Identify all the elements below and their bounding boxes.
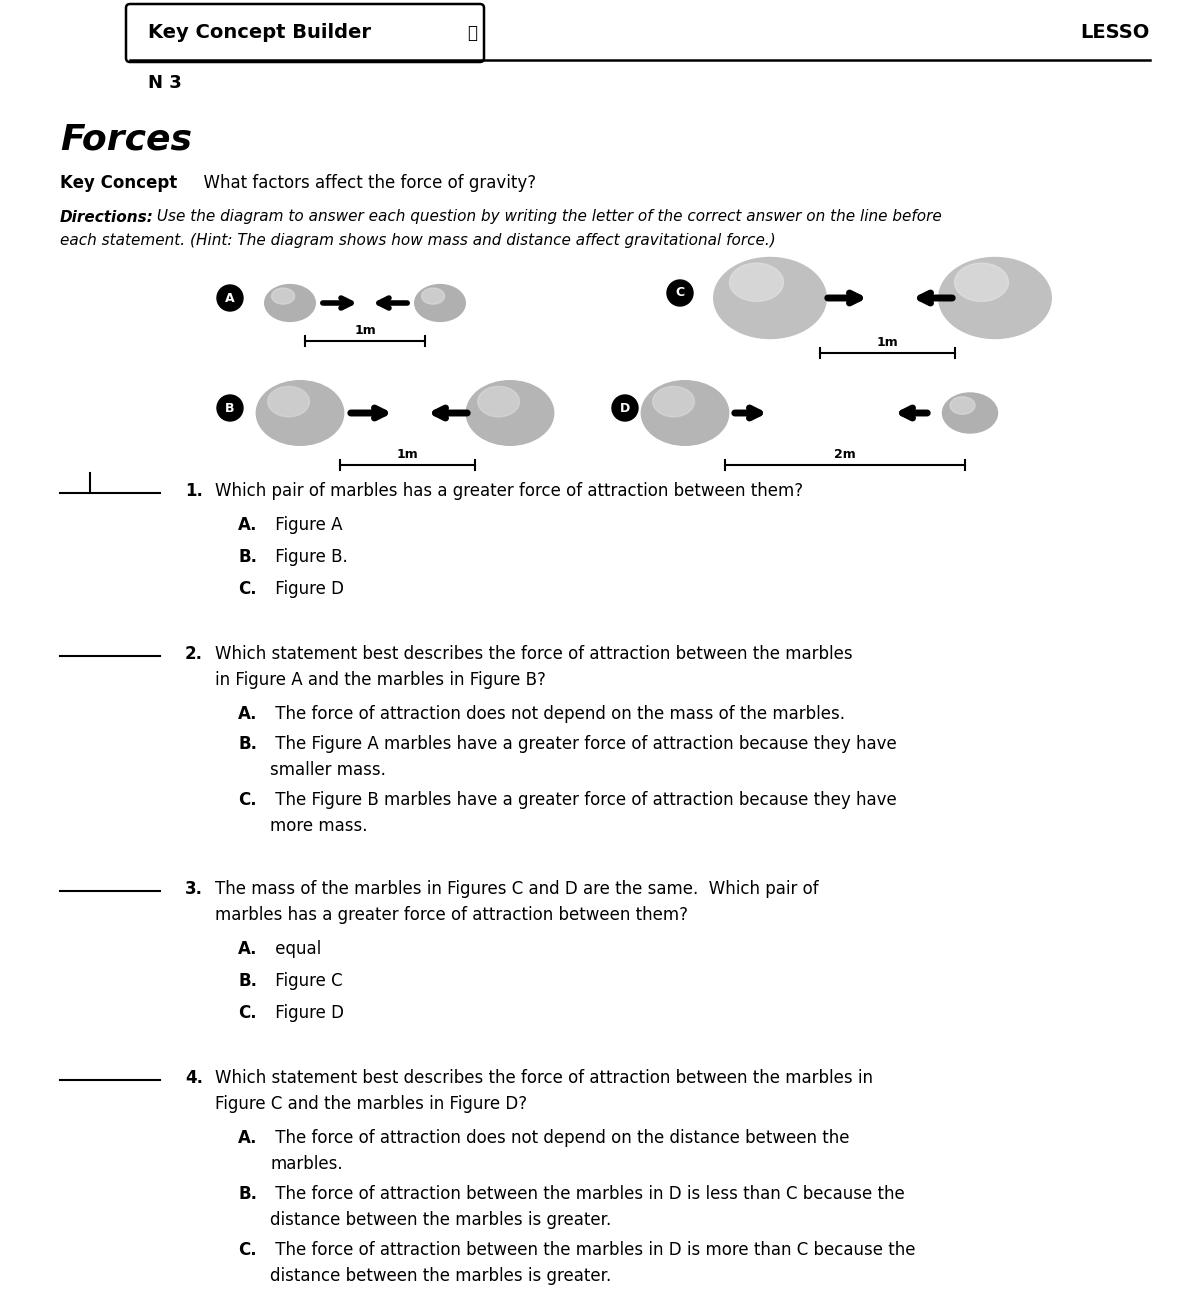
Text: Directions:: Directions: (60, 210, 154, 224)
Text: A.: A. (238, 705, 258, 723)
Text: Figure B.: Figure B. (270, 549, 348, 566)
Ellipse shape (271, 288, 295, 304)
Ellipse shape (938, 258, 1051, 339)
Text: B.: B. (238, 735, 257, 753)
Text: 1.: 1. (185, 482, 203, 500)
Circle shape (667, 280, 694, 306)
Text: more mass.: more mass. (270, 817, 367, 835)
Text: The force of attraction between the marbles in D is less than C because the: The force of attraction between the marb… (270, 1184, 905, 1203)
Text: C.: C. (238, 1005, 257, 1022)
Text: The Figure B marbles have a greater force of attraction because they have: The Figure B marbles have a greater forc… (270, 791, 896, 809)
Ellipse shape (467, 380, 553, 446)
Text: 1m: 1m (354, 324, 376, 337)
Text: C.: C. (238, 580, 257, 598)
FancyBboxPatch shape (126, 4, 484, 63)
Text: C: C (676, 287, 684, 300)
Ellipse shape (257, 380, 343, 446)
Text: B.: B. (238, 972, 257, 990)
Ellipse shape (653, 387, 695, 417)
Text: B.: B. (238, 1184, 257, 1203)
Text: The Figure A marbles have a greater force of attraction because they have: The Figure A marbles have a greater forc… (270, 735, 896, 753)
Ellipse shape (641, 380, 728, 446)
Text: The mass of the marbles in Figures C and D are the same.  Which pair of: The mass of the marbles in Figures C and… (215, 880, 818, 898)
Text: Key Concept Builder: Key Concept Builder (148, 23, 371, 43)
Text: Figure A: Figure A (270, 516, 342, 534)
Text: smaller mass.: smaller mass. (270, 761, 386, 779)
Text: C.: C. (238, 791, 257, 809)
Ellipse shape (265, 284, 316, 322)
Text: LESSO: LESSO (1081, 23, 1150, 43)
Text: A.: A. (238, 939, 258, 958)
Text: The force of attraction does not depend on the distance between the: The force of attraction does not depend … (270, 1128, 850, 1147)
Ellipse shape (415, 284, 466, 322)
Text: 1m: 1m (877, 336, 899, 349)
Text: distance between the marbles is greater.: distance between the marbles is greater. (270, 1210, 611, 1229)
Text: Which statement best describes the force of attraction between the marbles: Which statement best describes the force… (215, 645, 853, 663)
Ellipse shape (942, 394, 997, 433)
Text: What factors affect the force of gravity?: What factors affect the force of gravity… (193, 175, 536, 192)
Text: 2.: 2. (185, 645, 203, 663)
Ellipse shape (950, 396, 974, 414)
Ellipse shape (954, 263, 1008, 301)
Ellipse shape (268, 387, 310, 417)
Text: C.: C. (238, 1240, 257, 1259)
Text: N 3: N 3 (148, 74, 181, 93)
Text: distance between the marbles is greater.: distance between the marbles is greater. (270, 1267, 611, 1285)
Text: Figure C: Figure C (270, 972, 343, 990)
Text: Which statement best describes the force of attraction between the marbles in: Which statement best describes the force… (215, 1068, 874, 1087)
Text: The force of attraction between the marbles in D is more than C because the: The force of attraction between the marb… (270, 1240, 916, 1259)
Circle shape (217, 395, 242, 421)
Text: A.: A. (238, 1128, 258, 1147)
Text: in Figure A and the marbles in Figure B?: in Figure A and the marbles in Figure B? (215, 671, 546, 689)
Ellipse shape (714, 258, 827, 339)
Text: Use the diagram to answer each question by writing the letter of the correct ans: Use the diagram to answer each question … (152, 210, 942, 224)
Text: 3.: 3. (185, 880, 203, 898)
Text: 🔑: 🔑 (467, 23, 478, 42)
Circle shape (612, 395, 638, 421)
Text: Forces: Forces (60, 122, 192, 156)
Text: 4.: 4. (185, 1068, 203, 1087)
Text: each statement. (Hint: The diagram shows how mass and distance affect gravitatio: each statement. (Hint: The diagram shows… (60, 232, 775, 248)
Text: marbles has a greater force of attraction between them?: marbles has a greater force of attractio… (215, 906, 688, 924)
Text: equal: equal (270, 939, 322, 958)
Text: A.: A. (238, 516, 258, 534)
Ellipse shape (730, 263, 784, 301)
Text: A: A (226, 292, 235, 305)
Text: Which pair of marbles has a greater force of attraction between them?: Which pair of marbles has a greater forc… (215, 482, 803, 500)
Text: Figure D: Figure D (270, 1005, 344, 1022)
Text: D: D (620, 401, 630, 414)
Text: 2m: 2m (834, 448, 856, 461)
Ellipse shape (421, 288, 445, 304)
Text: The force of attraction does not depend on the mass of the marbles.: The force of attraction does not depend … (270, 705, 845, 723)
Text: Figure C and the marbles in Figure D?: Figure C and the marbles in Figure D? (215, 1095, 527, 1113)
Text: 1m: 1m (397, 448, 419, 461)
Text: B.: B. (238, 549, 257, 566)
Text: Key Concept: Key Concept (60, 175, 178, 192)
Ellipse shape (478, 387, 520, 417)
Text: B: B (226, 401, 235, 414)
Text: marbles.: marbles. (270, 1154, 343, 1173)
Circle shape (217, 285, 242, 311)
Text: Figure D: Figure D (270, 580, 344, 598)
